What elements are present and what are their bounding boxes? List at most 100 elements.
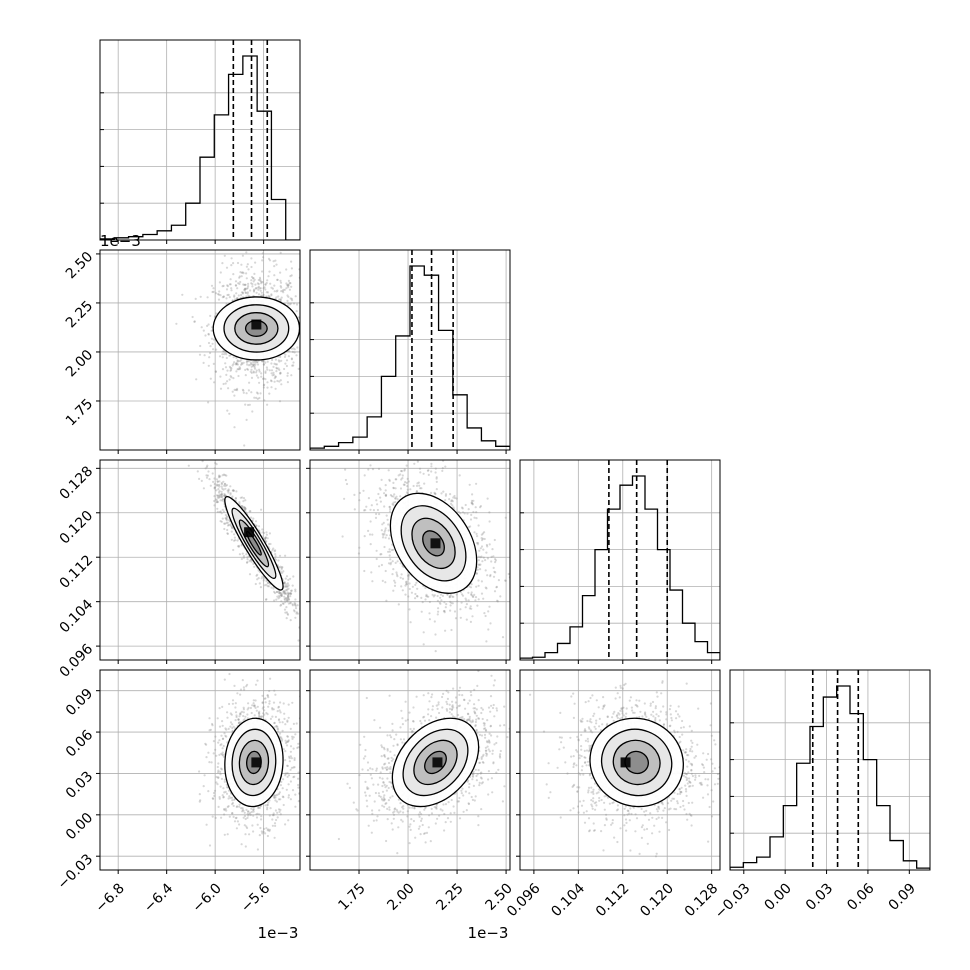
sample-point: [206, 296, 209, 299]
sample-point: [218, 480, 221, 483]
sample-point: [288, 288, 291, 291]
sample-point: [285, 588, 288, 592]
sample-point: [300, 718, 302, 720]
sample-point: [262, 384, 265, 387]
sample-point: [428, 600, 431, 604]
sample-point: [484, 614, 487, 618]
sample-point: [430, 470, 433, 473]
sample-point: [246, 816, 249, 820]
sample-point: [235, 827, 238, 830]
sample-point: [218, 290, 221, 293]
sample-point: [263, 537, 267, 541]
sample-point: [279, 592, 282, 595]
sample-point: [286, 283, 289, 286]
sample-point: [416, 460, 419, 463]
sample-point: [222, 350, 225, 353]
sample-point: [225, 792, 229, 795]
sample-point: [218, 707, 221, 710]
sample-point: [274, 715, 277, 719]
sample-point: [297, 742, 300, 745]
sample-point: [221, 285, 224, 288]
sample-point: [240, 358, 243, 361]
sample-point: [262, 386, 265, 389]
sample-point: [252, 363, 255, 366]
sample-point: [247, 403, 250, 407]
sample-point: [208, 717, 211, 720]
sample-point: [296, 746, 299, 750]
sample-point: [281, 738, 284, 741]
sample-point: [237, 374, 240, 378]
sample-point: [175, 322, 178, 325]
sample-point: [215, 483, 219, 486]
sample-point: [264, 697, 267, 700]
sample-point: [215, 484, 219, 487]
sample-point: [236, 389, 239, 392]
sample-point: [218, 739, 221, 742]
sample-point: [244, 845, 247, 848]
sample-point: [268, 700, 271, 703]
sample-point: [470, 499, 474, 502]
sample-point: [234, 284, 238, 287]
sample-point: [289, 601, 292, 604]
sample-point: [291, 735, 294, 738]
sample-point: [292, 766, 295, 769]
sample-point: [220, 767, 223, 770]
sample-point: [240, 807, 243, 810]
sample-point: [274, 243, 276, 245]
sample-point: [217, 494, 220, 497]
sample-point: [231, 723, 234, 726]
sample-point: [255, 369, 258, 372]
sample-point: [273, 362, 276, 365]
sample-point: [234, 280, 238, 283]
sample-point: [245, 553, 248, 556]
sample-point: [269, 807, 272, 810]
sample-point: [227, 797, 230, 800]
sample-point: [244, 291, 247, 294]
sample-point: [226, 711, 229, 714]
sample-point: [286, 720, 289, 723]
sample-point: [249, 370, 252, 373]
sample-point: [225, 519, 228, 522]
sample-point: [358, 499, 361, 502]
sample-point: [434, 471, 437, 474]
sample-point: [289, 602, 292, 605]
sample-point: [271, 287, 274, 290]
sample-point: [286, 591, 289, 594]
sample-point: [410, 591, 413, 594]
sample-point: [246, 558, 249, 561]
sample-point: [272, 260, 275, 263]
sample-point: [247, 810, 250, 813]
sample-point: [284, 750, 287, 753]
sample-point: [278, 591, 281, 594]
grid-2-0: [100, 460, 300, 660]
sample-point: [266, 381, 269, 384]
sample-point: [279, 798, 282, 801]
sample-point: [290, 347, 293, 350]
sample-point: [244, 508, 247, 511]
sample-point: [314, 335, 316, 337]
sample-point: [231, 812, 234, 815]
sample-point: [294, 805, 297, 808]
sample-point: [428, 618, 431, 621]
sample-point: [290, 766, 293, 770]
sample-point: [241, 496, 244, 499]
sample-point: [211, 722, 214, 726]
sample-point: [207, 751, 210, 754]
sample-point: [273, 721, 276, 725]
sample-point: [269, 717, 272, 721]
sample-point: [223, 813, 226, 816]
sample-point: [243, 289, 246, 292]
sample-point: [234, 706, 237, 709]
sample-point: [288, 755, 291, 758]
sample-point: [209, 484, 212, 487]
sample-point: [198, 353, 202, 356]
sample-point: [362, 489, 365, 492]
sample-point: [199, 799, 202, 802]
sample-point: [225, 288, 229, 291]
sample-point: [208, 844, 212, 847]
sample-point: [252, 277, 255, 280]
sample-point: [479, 506, 482, 509]
sample-point: [229, 485, 232, 488]
sample-point: [253, 705, 256, 708]
sample-point: [232, 804, 235, 808]
